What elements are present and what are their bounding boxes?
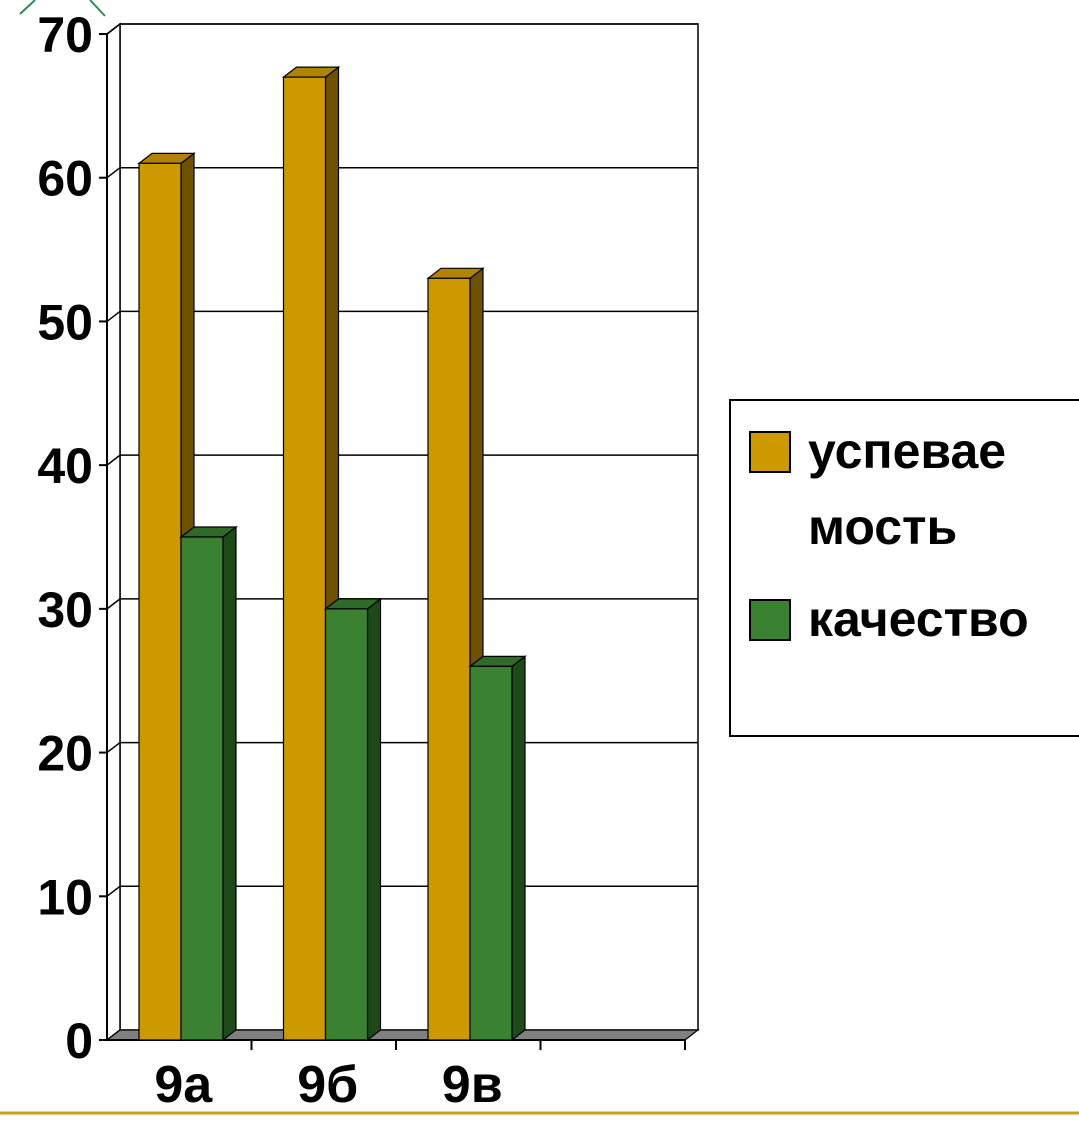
legend-swatch-успеваемость — [749, 431, 791, 473]
gridline-side — [106, 598, 121, 610]
x-category-label: 9в — [442, 1056, 503, 1114]
y-tick-label: 20 — [37, 726, 93, 782]
bar-качество-9а — [180, 536, 224, 1041]
bar-качество-9б — [324, 608, 369, 1041]
legend-label-успеваемость: мость — [808, 499, 957, 555]
bar-side-качество-9а — [222, 525, 237, 1042]
gridline-side — [106, 741, 121, 754]
y-tick-label: 0 — [65, 1013, 93, 1069]
y-tick-label: 60 — [37, 151, 93, 207]
gridline-side — [106, 167, 121, 179]
bars-group — [137, 65, 527, 1042]
y-tick-label: 70 — [37, 7, 93, 63]
bar-успеваемость-9а — [138, 162, 182, 1041]
bar-side-качество-9б — [366, 597, 382, 1042]
gridline-side — [106, 310, 121, 323]
bar-успеваемость-9б — [282, 76, 327, 1041]
y-tick-label: 10 — [37, 869, 93, 925]
y-tick-label: 30 — [37, 582, 93, 638]
bar-side-качество-9в — [511, 655, 526, 1042]
legend: успевае мость качество — [729, 399, 1079, 737]
y-tick-label: 50 — [37, 294, 93, 350]
x-category-label: 9б — [297, 1056, 358, 1114]
corner-accent-shape — [19, 0, 106, 17]
gridline-side — [106, 454, 121, 466]
legend-label-успеваемость: успевае — [808, 423, 1006, 479]
y-axis: 0 10 20 30 40 50 60 70 — [37, 7, 108, 1069]
gridline-side — [106, 23, 121, 35]
legend-label-качество: качество — [808, 591, 1029, 647]
legend-swatch-качество — [749, 599, 791, 641]
bar-успеваемость-9в — [427, 277, 471, 1041]
y-tick-label: 40 — [37, 438, 93, 494]
x-category-label: 9а — [154, 1056, 213, 1114]
x-axis: 9а 9б 9в — [154, 1040, 686, 1114]
gridline-side — [106, 885, 121, 897]
bar-качество-9в — [469, 665, 513, 1041]
